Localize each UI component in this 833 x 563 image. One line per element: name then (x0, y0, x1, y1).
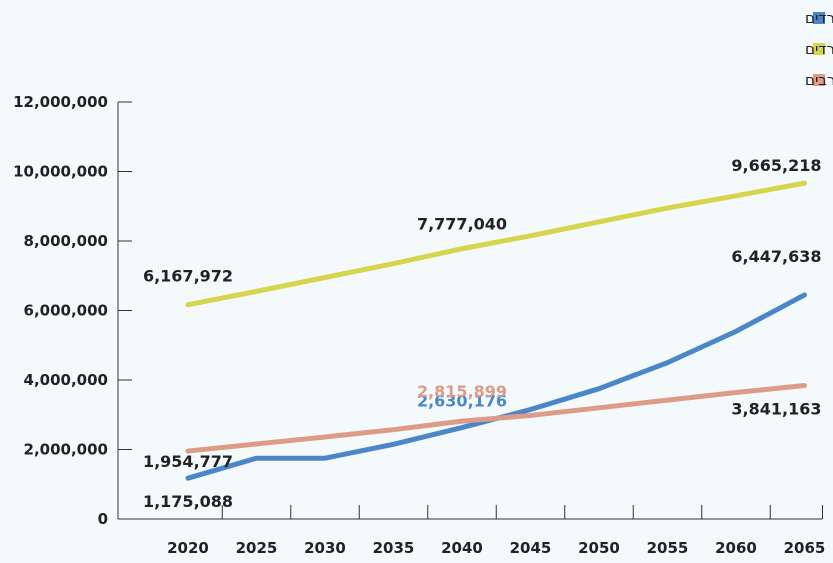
data-label: 1,175,088 (143, 492, 233, 511)
x-tick-label: 2060 (715, 539, 757, 557)
legend-label-0: חרדים (805, 9, 833, 27)
data-label: 9,665,218 (731, 156, 821, 175)
y-tick-label: 0 (98, 510, 108, 528)
data-label: 2,815,899 (417, 382, 507, 401)
x-tick-label: 2040 (441, 539, 483, 557)
series-line-2 (185, 383, 807, 454)
x-tick-label: 2035 (373, 539, 415, 557)
x-tick-label: 2050 (578, 539, 620, 557)
x-tick-label: 2065 (784, 539, 826, 557)
data-label: 6,167,972 (143, 267, 233, 286)
legend-label-1: יהודים לא־חרדים (805, 40, 833, 58)
data-label: 3,841,163 (731, 400, 821, 419)
x-tick-label: 2055 (647, 539, 689, 557)
y-tick-label: 4,000,000 (24, 371, 108, 389)
data-label: 2,630,176 (417, 392, 507, 411)
y-tick-label: 6,000,000 (24, 302, 108, 320)
x-tick-label: 2045 (510, 539, 552, 557)
y-tick-label: 12,000,000 (13, 93, 108, 111)
x-tick-label: 2025 (236, 539, 278, 557)
y-tick-label: 10,000,000 (13, 163, 108, 181)
legend-swatch-0 (813, 12, 825, 24)
data-label: 6,447,638 (731, 247, 821, 266)
legend-swatch-2 (813, 74, 825, 86)
y-tick-label: 8,000,000 (24, 232, 108, 250)
legend-label-2: ערבים (805, 71, 833, 89)
data-label: 7,777,040 (417, 215, 507, 234)
x-tick-label: 2030 (304, 539, 346, 557)
data-label: 1,954,777 (143, 452, 233, 471)
legend-swatch-1 (813, 43, 825, 55)
x-tick-label: 2020 (167, 539, 209, 557)
y-tick-label: 2,000,000 (24, 441, 108, 459)
series-line-1 (185, 180, 807, 308)
